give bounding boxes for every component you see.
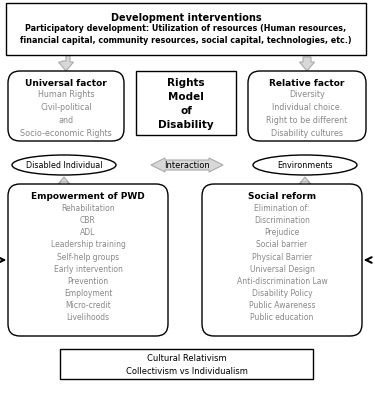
Bar: [136, 72, 236, 136]
Text: Cultural Relativism
Collectivism vs Individualism: Cultural Relativism Collectivism vs Indi…: [126, 354, 248, 375]
Text: Rights
Model
of
Disability: Rights Model of Disability: [158, 78, 214, 130]
Text: Rehabilitation
CBR
ADL
Leadership training
Self-help groups
Early intervention
P: Rehabilitation CBR ADL Leadership traini…: [51, 203, 125, 322]
FancyBboxPatch shape: [202, 185, 362, 336]
Text: Empowerment of PWD: Empowerment of PWD: [31, 192, 145, 200]
Text: Diversity
Individual choice.
Right to be different
Disability cultures: Diversity Individual choice. Right to be…: [266, 90, 348, 137]
Bar: [6, 4, 366, 56]
Text: Participatory development: Utilization of resources (Human resources,
financial : Participatory development: Utilization o…: [20, 24, 352, 45]
Polygon shape: [57, 177, 72, 187]
Text: Interaction: Interaction: [164, 161, 210, 170]
Text: Environments: Environments: [277, 161, 333, 170]
Text: Disabled Individual: Disabled Individual: [26, 161, 102, 170]
Text: Social reform: Social reform: [248, 192, 316, 200]
Polygon shape: [151, 159, 223, 173]
Ellipse shape: [12, 156, 116, 175]
FancyBboxPatch shape: [248, 72, 366, 142]
Text: Human Rights
Civil-political
and
Socio-economic Rights: Human Rights Civil-political and Socio-e…: [20, 90, 112, 137]
Polygon shape: [300, 58, 315, 72]
Polygon shape: [58, 54, 74, 72]
FancyBboxPatch shape: [8, 72, 124, 142]
FancyBboxPatch shape: [8, 185, 168, 336]
Text: Universal factor: Universal factor: [25, 79, 107, 88]
Ellipse shape: [253, 156, 357, 175]
Text: Elimination of:
Discrimination
Prejudice
Social barrier
Physical Barrier
Univers: Elimination of: Discrimination Prejudice…: [237, 203, 327, 322]
Bar: [60, 349, 313, 379]
Text: Development interventions: Development interventions: [111, 13, 261, 23]
Polygon shape: [297, 177, 312, 187]
Text: Relative factor: Relative factor: [269, 79, 345, 88]
